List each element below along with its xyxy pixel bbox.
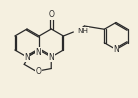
Text: N: N xyxy=(48,53,54,62)
Text: O: O xyxy=(48,10,54,19)
Text: N: N xyxy=(113,45,119,54)
Text: NH: NH xyxy=(77,28,88,34)
Text: N: N xyxy=(35,48,41,57)
Text: N: N xyxy=(24,53,30,62)
Text: O: O xyxy=(35,67,41,76)
